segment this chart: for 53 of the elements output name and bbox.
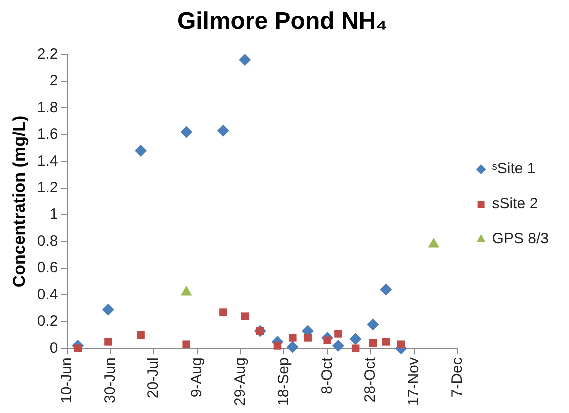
y-tick-label: 0.8: [37, 232, 58, 250]
y-tick-label: 0: [50, 340, 58, 357]
point: [380, 284, 392, 296]
legend-label: ˢSite 1: [492, 160, 536, 178]
point: [74, 344, 82, 353]
x-tick-label: 8-Oct: [318, 356, 336, 394]
x-tick-label: 7-Dec: [448, 357, 466, 398]
point: [217, 124, 230, 137]
point: [324, 336, 332, 345]
y-tick-label: 2.2: [37, 46, 58, 63]
point: [135, 144, 148, 157]
x-tick-label: 9-Aug: [188, 358, 206, 398]
point: [220, 308, 228, 316]
point: [369, 339, 378, 348]
x-tick-label: 10-Jun: [58, 358, 76, 404]
point: [239, 54, 252, 66]
legend-label: sSite 2: [492, 196, 538, 213]
y-tick-label: 1.8: [37, 99, 58, 116]
chart-title: Gilmore Pond NH₄: [177, 8, 388, 36]
point: [104, 338, 112, 346]
point: [332, 340, 344, 352]
point: [352, 344, 360, 353]
point: [286, 341, 299, 354]
point: [241, 312, 250, 320]
point: [382, 338, 390, 346]
y-tick-label: 1.6: [37, 126, 58, 144]
point: [180, 126, 193, 138]
point: [102, 304, 114, 316]
point: [289, 334, 297, 342]
point: [398, 340, 406, 349]
point: [334, 330, 342, 338]
point: [274, 342, 282, 350]
legend-label: GPS 8/3: [492, 230, 550, 248]
y-tick-label: 0.6: [37, 260, 58, 277]
y-tick-label: 1.4: [37, 152, 58, 170]
y-tick-label: 0.4: [37, 286, 58, 304]
y-tick-label: 0.2: [37, 313, 58, 330]
point: [350, 333, 362, 346]
x-tick-label: 28-Oct: [362, 356, 380, 403]
x-tick-label: 17-Nov: [406, 357, 423, 406]
y-tick-label: 2: [50, 72, 58, 90]
y-tick-label: 1.2: [37, 180, 58, 196]
point: [304, 334, 312, 342]
x-tick-label: 30-Jun: [102, 358, 119, 404]
point: [182, 340, 190, 349]
point: [180, 286, 192, 296]
point: [367, 318, 380, 331]
point: [137, 331, 145, 340]
y-tick-label: 1: [50, 206, 58, 224]
x-tick-label: 20-Jul: [145, 358, 162, 398]
x-tick-label: 18-Sep: [275, 358, 292, 406]
y-axis-title: Concentration (mg/L): [10, 116, 29, 288]
x-tick-label: 29-Aug: [232, 358, 249, 406]
